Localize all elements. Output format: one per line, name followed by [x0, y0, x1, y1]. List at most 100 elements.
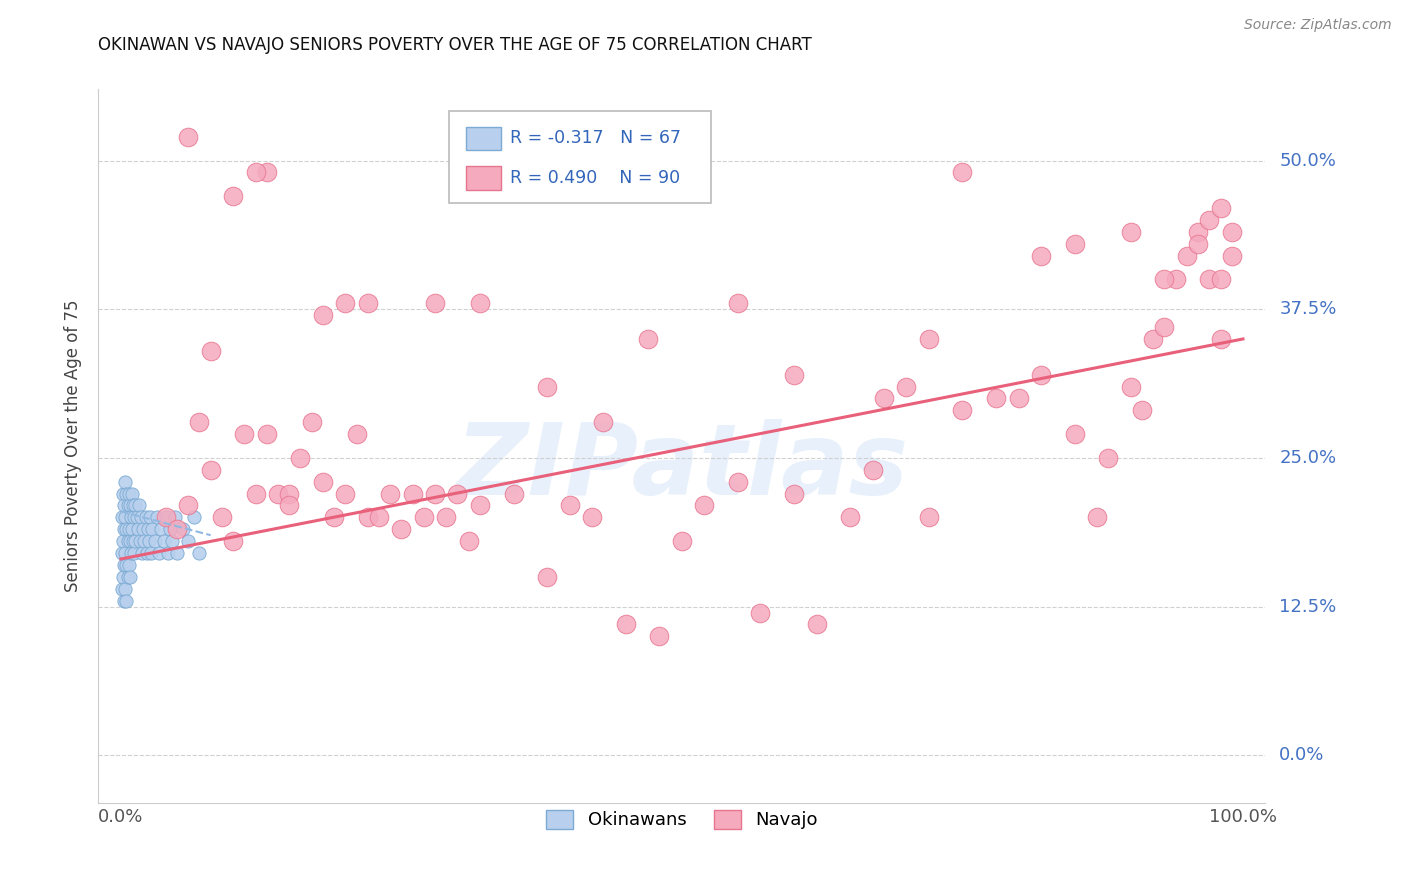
Point — [114, 475, 136, 489]
Point — [120, 510, 142, 524]
Point — [873, 392, 896, 406]
Point — [233, 427, 256, 442]
Point — [114, 582, 136, 596]
Point — [423, 296, 446, 310]
Point — [536, 379, 558, 393]
Point — [121, 486, 143, 500]
Point — [301, 415, 323, 429]
Point — [952, 403, 974, 417]
Point — [245, 486, 267, 500]
Point — [166, 546, 188, 560]
Point — [401, 486, 423, 500]
Point — [166, 522, 188, 536]
Point — [378, 486, 402, 500]
Point — [1209, 201, 1232, 215]
Point — [139, 510, 162, 524]
Point — [163, 510, 186, 524]
Point — [1198, 272, 1220, 286]
Point — [112, 593, 135, 607]
Point — [111, 582, 134, 596]
Text: 25.0%: 25.0% — [1279, 449, 1337, 467]
Point — [117, 499, 139, 513]
Point — [177, 499, 200, 513]
Point — [188, 546, 211, 560]
Point — [918, 510, 941, 524]
Point — [124, 510, 146, 524]
Point — [141, 546, 163, 560]
Point — [558, 499, 581, 513]
Point — [862, 463, 884, 477]
Point — [1164, 272, 1187, 286]
Point — [211, 510, 233, 524]
Legend: Okinawans, Navajo: Okinawans, Navajo — [538, 803, 825, 837]
Point — [412, 510, 434, 524]
Point — [368, 510, 391, 524]
Point — [222, 534, 245, 549]
Point — [159, 522, 181, 536]
Point — [148, 546, 170, 560]
Point — [323, 510, 346, 524]
Point — [290, 450, 312, 465]
Point — [727, 296, 749, 310]
Point — [434, 510, 457, 524]
Point — [1119, 225, 1142, 239]
Point — [839, 510, 862, 524]
Point — [118, 499, 141, 513]
Point — [122, 534, 145, 549]
Point — [125, 510, 148, 524]
Point — [749, 606, 772, 620]
Point — [1007, 392, 1029, 406]
Point — [1220, 225, 1243, 239]
Point — [115, 522, 138, 536]
Point — [115, 486, 138, 500]
Point — [118, 570, 141, 584]
Text: 50.0%: 50.0% — [1279, 152, 1336, 169]
Point — [1175, 249, 1198, 263]
Point — [135, 510, 157, 524]
Point — [111, 546, 134, 560]
Point — [200, 343, 222, 358]
Point — [256, 165, 278, 179]
Point — [117, 570, 139, 584]
Point — [155, 510, 177, 524]
Point — [592, 415, 614, 429]
Point — [172, 522, 194, 536]
Point — [136, 522, 159, 536]
FancyBboxPatch shape — [449, 111, 711, 203]
Point — [468, 499, 491, 513]
Point — [127, 522, 149, 536]
Point — [783, 368, 806, 382]
Point — [278, 486, 301, 500]
Point — [141, 522, 163, 536]
Point — [146, 510, 169, 524]
Point — [162, 534, 184, 549]
Text: ZIPatlas: ZIPatlas — [456, 419, 908, 516]
Point — [1063, 236, 1085, 251]
Point — [312, 308, 335, 322]
Text: 12.5%: 12.5% — [1279, 598, 1337, 615]
Point — [1130, 403, 1153, 417]
Point — [256, 427, 278, 442]
Point — [648, 629, 671, 643]
Point — [114, 510, 136, 524]
Point — [614, 617, 637, 632]
Point — [156, 546, 179, 560]
Point — [112, 570, 135, 584]
Point — [128, 499, 150, 513]
Point — [671, 534, 693, 549]
Point — [131, 546, 153, 560]
Point — [124, 499, 146, 513]
Point — [1119, 379, 1142, 393]
Y-axis label: Seniors Poverty Over the Age of 75: Seniors Poverty Over the Age of 75 — [65, 300, 83, 592]
Point — [457, 534, 479, 549]
Point — [952, 165, 974, 179]
Point — [200, 463, 222, 477]
Text: OKINAWAN VS NAVAJO SENIORS POVERTY OVER THE AGE OF 75 CORRELATION CHART: OKINAWAN VS NAVAJO SENIORS POVERTY OVER … — [98, 36, 813, 54]
Point — [423, 486, 446, 500]
Point — [112, 522, 135, 536]
Point — [112, 558, 135, 572]
Text: R = 0.490    N = 90: R = 0.490 N = 90 — [510, 169, 681, 186]
Point — [121, 522, 143, 536]
Point — [222, 189, 245, 203]
Point — [118, 486, 141, 500]
